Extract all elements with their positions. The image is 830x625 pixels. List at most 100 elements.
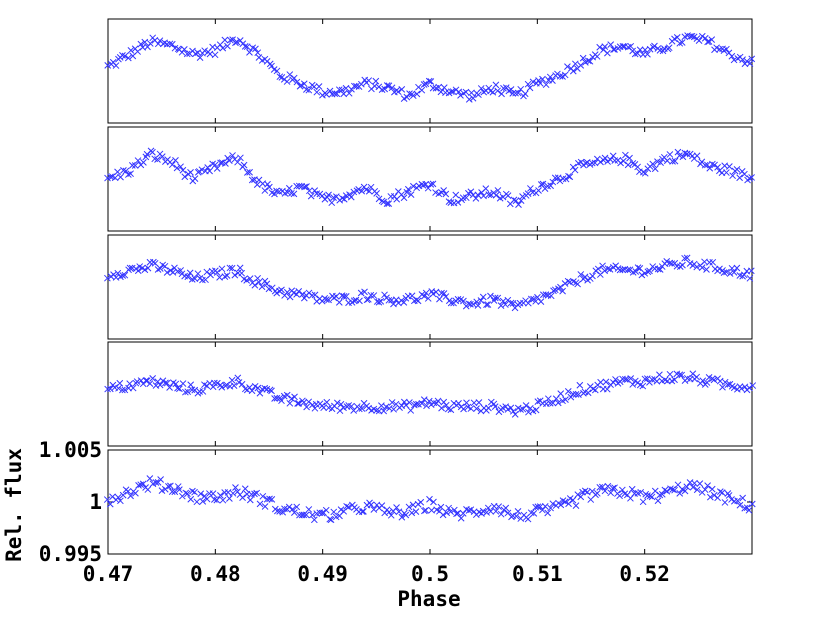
data-point-marker (258, 283, 266, 291)
data-point-marker (357, 80, 365, 88)
data-point-marker (527, 185, 534, 192)
data-point-marker (644, 268, 652, 276)
data-point-marker (463, 399, 470, 407)
data-point-marker (273, 289, 281, 297)
data-point-marker (632, 268, 640, 275)
data-point-marker (387, 511, 395, 519)
data-point-marker (196, 54, 204, 62)
data-point-marker (724, 381, 732, 388)
data-point-marker (657, 159, 664, 166)
data-point-marker (701, 161, 709, 169)
data-point-marker (218, 383, 226, 391)
data-point-marker (125, 171, 132, 178)
data-point-marker (636, 46, 644, 54)
data-point-marker (641, 375, 649, 383)
data-point-marker (718, 489, 726, 496)
data-point-marker (736, 501, 744, 509)
data-point-marker (290, 190, 298, 198)
data-point-marker (681, 487, 689, 495)
data-point-marker (177, 163, 184, 171)
data-point-marker (565, 172, 572, 180)
data-point-marker (358, 405, 366, 412)
panel-5: 0.995 1 1.005 (39, 438, 756, 566)
data-point-marker (455, 88, 463, 96)
data-point-marker (479, 293, 487, 301)
data-point-marker (474, 191, 482, 199)
data-point-marker (601, 43, 609, 51)
data-point-marker (468, 89, 475, 97)
data-point-marker (173, 164, 181, 172)
data-point-marker (380, 198, 388, 206)
data-point-marker (414, 297, 422, 305)
data-point-marker (243, 43, 251, 51)
data-point-marker (607, 156, 614, 163)
data-point-marker (295, 400, 303, 407)
data-point-marker (603, 385, 611, 393)
data-point-marker (418, 400, 426, 407)
data-point-marker (457, 92, 464, 99)
data-point-marker (514, 89, 522, 97)
data-point-marker (400, 299, 408, 306)
data-point-marker (255, 278, 263, 286)
data-point-marker (338, 194, 346, 202)
data-point-marker (666, 370, 674, 378)
data-point-marker (168, 161, 176, 169)
data-point-marker (385, 508, 393, 516)
data-point-marker (627, 375, 635, 382)
data-point-marker (358, 187, 366, 195)
data-point-marker (375, 195, 383, 203)
data-point-marker (695, 37, 703, 44)
data-point-marker (612, 376, 619, 383)
data-point-marker (442, 293, 450, 300)
data-point-marker (353, 82, 360, 90)
data-point-marker (561, 71, 569, 79)
data-point-marker (473, 405, 480, 412)
data-point-marker (703, 379, 711, 386)
data-point-marker (394, 88, 402, 96)
data-point-marker (447, 88, 455, 96)
data-point-marker (307, 192, 315, 200)
data-point-marker (637, 488, 645, 496)
data-point-marker (127, 170, 134, 178)
data-point-marker (683, 254, 691, 262)
data-point-marker (293, 503, 301, 511)
data-point-marker (294, 400, 301, 407)
data-point-marker (749, 382, 757, 389)
data-point-marker (268, 387, 275, 395)
data-point-marker (230, 382, 238, 389)
data-point-marker (653, 377, 661, 385)
data-point-marker (698, 264, 706, 271)
panel-4 (104, 341, 757, 447)
data-point-marker (182, 388, 189, 396)
data-point-marker (266, 495, 273, 503)
data-point-marker (604, 49, 611, 57)
data-point-marker (154, 378, 162, 385)
data-point-marker (557, 501, 565, 509)
data-point-marker (378, 86, 386, 93)
data-point-marker (567, 393, 575, 401)
data-point-marker (708, 36, 716, 43)
data-point-marker (104, 385, 111, 393)
data-point-marker (211, 161, 219, 169)
data-point-marker (121, 271, 129, 279)
data-point-marker (462, 88, 470, 96)
data-point-marker (266, 60, 274, 68)
panel-frame (107, 341, 753, 447)
data-point-marker (134, 48, 141, 55)
data-point-marker (293, 182, 301, 190)
panel-frame (107, 18, 753, 124)
data-point-marker (326, 87, 334, 95)
data-point-marker (591, 159, 599, 167)
data-point-marker (639, 168, 647, 176)
data-point-marker (337, 400, 345, 408)
data-point-marker (704, 482, 711, 489)
data-point-marker (236, 264, 244, 272)
data-point-marker (378, 502, 386, 509)
data-point-marker (191, 175, 199, 182)
data-point-marker (106, 500, 114, 508)
data-point-marker (530, 509, 538, 517)
data-point-marker (340, 90, 348, 98)
data-point-marker (542, 81, 550, 89)
data-point-marker (333, 90, 341, 98)
data-point-marker (157, 476, 164, 483)
